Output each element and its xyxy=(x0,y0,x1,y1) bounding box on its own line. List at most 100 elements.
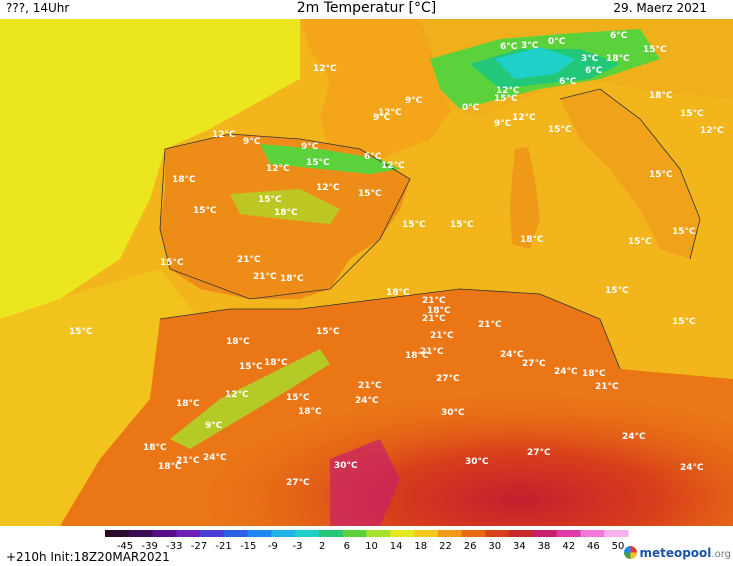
atlantic-ocean xyxy=(0,19,300,339)
temperature-label: 15°C xyxy=(306,158,330,168)
temperature-label: 24°C xyxy=(554,367,578,377)
legend-color-swatch xyxy=(437,530,463,537)
temperature-label: 18°C xyxy=(280,274,304,284)
temperature-label: 18°C xyxy=(606,54,630,64)
temperature-label: 24°C xyxy=(203,453,227,463)
legend-tick-label: 38 xyxy=(538,541,551,550)
temperature-label: 15°C xyxy=(193,206,217,216)
temperature-label: 9°C xyxy=(494,119,512,129)
legend-color-swatch xyxy=(532,530,558,537)
header-bar: ???, 14Uhr 2m Temperatur [°C] 29. Maerz … xyxy=(0,0,733,19)
temperature-label: 15°C xyxy=(548,125,572,135)
atlas-mountains xyxy=(170,349,330,449)
temperature-label: 12°C xyxy=(512,113,536,123)
legend-color-bar xyxy=(105,530,629,537)
temperature-label: 27°C xyxy=(286,478,310,488)
temperature-label: 15°C xyxy=(643,45,667,55)
temperature-label: 18°C xyxy=(143,443,167,453)
iberia-central-mountains xyxy=(230,189,340,224)
temperature-label: 21°C xyxy=(358,381,382,391)
temperature-label: 18°C xyxy=(582,369,606,379)
legend-tick-label: -21 xyxy=(215,541,231,550)
temperature-label: 12°C xyxy=(316,183,340,193)
temperature-label: 21°C xyxy=(420,347,444,357)
temperature-label: 18°C xyxy=(520,235,544,245)
color-legend: -45 -39 -33 -27 -21 -15 -9 -3 2 6 10 14 18 22 26 30 34 38… xyxy=(105,530,629,550)
legend-tick-label: 30 xyxy=(488,541,501,550)
hoggar-hot-core xyxy=(330,439,400,526)
legend-tick-label: 50 xyxy=(612,541,625,550)
temperature-label: 9°C xyxy=(405,96,423,106)
legend-color-swatch xyxy=(509,530,534,537)
coastline-iberia xyxy=(159,133,411,300)
temperature-label: 9°C xyxy=(373,113,391,123)
legend-color-swatch xyxy=(295,530,320,537)
legend-color-swatch xyxy=(105,530,130,537)
temperature-label: 12°C xyxy=(381,161,405,171)
legend-tick-label: 18 xyxy=(414,541,427,550)
forecast-date: 29. Maerz 2021 xyxy=(613,1,707,15)
temperature-label: 21°C xyxy=(430,331,454,341)
legend-color-swatch xyxy=(200,530,225,537)
temperature-label: 15°C xyxy=(258,195,282,205)
temperature-label: 15°C xyxy=(605,286,629,296)
temperature-label: 18°C xyxy=(158,462,182,472)
temperature-label: 18°C xyxy=(405,351,429,361)
pyrenees-cold xyxy=(260,144,400,174)
legend-tick-label: -15 xyxy=(240,541,256,550)
legend-tick-label: 6 xyxy=(344,541,350,550)
temperature-label: 18°C xyxy=(649,91,673,101)
legend-tick-label: -45 xyxy=(117,541,133,550)
footer-bar: -45 -39 -33 -27 -21 -15 -9 -3 2 6 10 14 18 22 26 30 34 38… xyxy=(0,526,733,566)
temperature-label: 18°C xyxy=(226,337,250,347)
forecast-weekday-label: ???, 14Uhr xyxy=(6,1,70,15)
atlantic-ocean-south xyxy=(0,269,200,526)
temperature-label: 24°C xyxy=(622,432,646,442)
temperature-label: 24°C xyxy=(680,463,704,473)
meteopool-logo[interactable]: meteopool.org xyxy=(624,546,731,560)
legend-color-swatch xyxy=(318,530,344,537)
legend-tick-label: -39 xyxy=(141,541,157,550)
temperature-label: 21°C xyxy=(253,272,277,282)
legend-color-swatch xyxy=(247,530,272,537)
temperature-label: 18°C xyxy=(176,399,200,409)
legend-color-swatch xyxy=(390,530,415,537)
legend-color-swatch xyxy=(556,530,581,537)
italy-land xyxy=(560,89,700,259)
temperature-label: 21°C xyxy=(422,296,446,306)
map-title: 2m Temperatur [°C] xyxy=(296,0,437,16)
temperature-label: 12°C xyxy=(266,164,290,174)
temperature-label: 0°C xyxy=(462,103,480,113)
temperature-label: 6°C xyxy=(559,77,577,87)
temperature-label: 9°C xyxy=(243,137,261,147)
temperature-label: 9°C xyxy=(205,421,223,431)
temperature-label: 12°C xyxy=(378,108,402,118)
temperature-label: 15°C xyxy=(672,317,696,327)
temperature-label: 18°C xyxy=(264,358,288,368)
temperature-label: 18°C xyxy=(298,407,322,417)
legend-tick-label: 22 xyxy=(439,541,452,550)
legend-color-swatch xyxy=(176,530,201,537)
logo-text: meteopool xyxy=(639,546,712,560)
corsica-sardinia xyxy=(510,147,540,249)
temperature-label: 15°C xyxy=(672,227,696,237)
legend-color-swatch xyxy=(223,530,249,537)
temperature-label: 15°C xyxy=(69,327,93,337)
temperature-label: 0°C xyxy=(548,37,566,47)
legend-tick-label: -27 xyxy=(191,541,207,550)
legend-tick-label: 10 xyxy=(365,541,378,550)
legend-tick-label: 34 xyxy=(513,541,526,550)
legend-tick-label: 14 xyxy=(390,541,403,550)
temperature-label: 15°C xyxy=(402,220,426,230)
legend-color-swatch xyxy=(128,530,154,537)
temperature-label: 21°C xyxy=(237,255,261,265)
temperature-label: 12°C xyxy=(225,390,249,400)
temperature-label: 6°C xyxy=(610,31,628,41)
temperature-label: 3°C xyxy=(521,41,539,51)
temperature-label: 21°C xyxy=(422,314,446,324)
legend-color-swatch xyxy=(152,530,177,537)
temperature-label: 6°C xyxy=(585,66,603,76)
legend-color-swatch xyxy=(342,530,367,537)
temperature-label: 21°C xyxy=(595,382,619,392)
